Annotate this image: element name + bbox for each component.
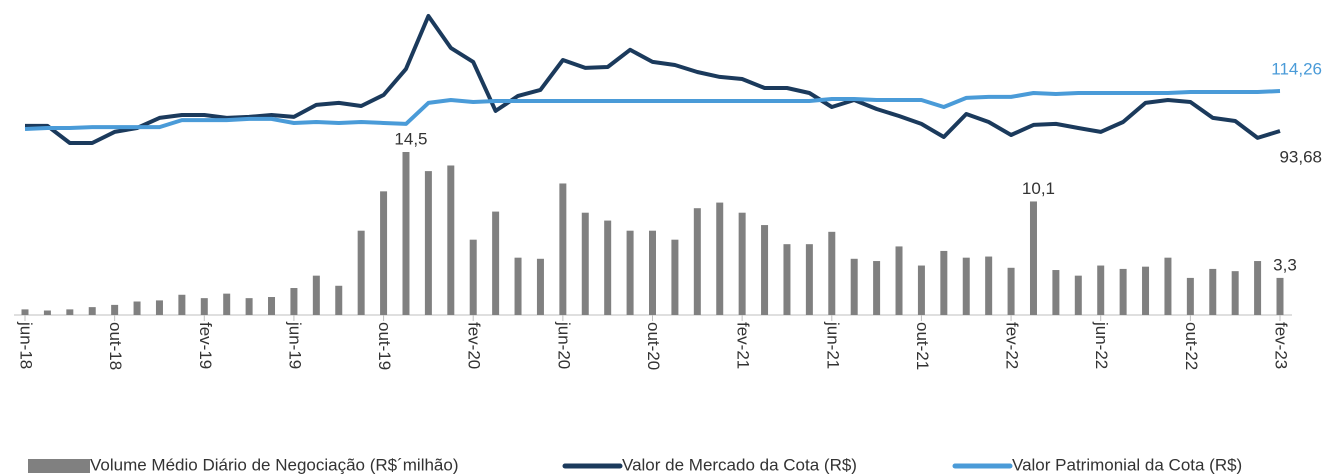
bar [43,310,51,315]
bar [985,256,993,315]
bar [536,258,544,315]
x-tick-label: out-20 [644,322,663,370]
bar [581,212,589,315]
x-tick-label: jun-21 [823,321,842,369]
bar [828,231,836,315]
x-tick-label: fev-22 [1003,322,1022,369]
legend-label: Volume Médio Diário de Negociação (R$´mi… [90,455,459,474]
x-tick-label: jun-22 [1092,321,1111,369]
bar [178,294,186,315]
x-tick-label: jun-20 [554,321,573,369]
bar [111,304,119,315]
bar [1074,275,1082,315]
data-label: 93,68 [1279,147,1322,166]
bar [1276,277,1284,315]
bar [1097,265,1105,315]
x-tick-label: out-22 [1182,322,1201,370]
x-tick-label: out-19 [375,322,394,370]
data-label: 10,1 [1022,179,1055,198]
bar [514,257,522,315]
bar [850,258,858,315]
bar [738,212,746,315]
bar [88,307,96,315]
bar [1209,268,1217,315]
legend-label: Valor Patrimonial da Cota (R$) [1012,455,1242,474]
bar [424,171,432,315]
bar [402,152,410,315]
bar [1254,261,1262,315]
bar [469,239,477,315]
x-tick-label: fev-20 [465,322,484,369]
bar [716,202,724,315]
x-tick-label: out-18 [106,322,125,370]
bar [917,265,925,315]
x-tick-label: jun-18 [17,321,36,369]
bar [1119,268,1127,315]
bar [1164,257,1172,315]
bar [873,261,881,315]
bar [761,225,769,315]
bar [1142,266,1150,315]
x-tick-label: out-21 [913,322,932,370]
legend-label: Valor de Mercado da Cota (R$) [622,455,857,474]
bar [649,230,656,315]
bar [940,250,948,315]
bar [66,309,74,315]
bar [380,191,388,315]
x-tick-label: fev-19 [196,322,215,369]
x-tick-label: jun-19 [285,321,304,369]
bar [492,211,500,315]
bar [604,220,612,315]
bar [1231,271,1239,315]
bar [155,300,163,315]
bar [559,183,567,315]
x-tick-label: fev-23 [1272,322,1291,369]
data-label: 3,3 [1273,255,1297,274]
bar [1029,201,1037,315]
bar [671,239,679,315]
bar [268,297,276,315]
bar [895,246,903,315]
bar [312,275,320,315]
data-label: 114,26 [1271,59,1322,78]
bar [133,301,141,315]
bar [200,298,208,315]
legend-swatch [28,459,90,473]
line [25,14,1281,145]
bar [290,288,298,315]
x-tick-label: fev-21 [734,322,753,369]
bar [245,298,253,315]
bar [805,244,813,315]
bar [21,309,29,315]
bar [783,244,791,315]
bar [223,293,231,315]
line [24,89,1281,131]
bar [1186,277,1194,315]
data-label: 14,5 [394,129,427,148]
bar [962,257,970,315]
bar [1052,270,1060,315]
bar [357,230,365,315]
bar [693,208,701,315]
bar [626,230,634,315]
bar [335,285,343,315]
bar [1007,267,1015,315]
bar [447,165,455,315]
